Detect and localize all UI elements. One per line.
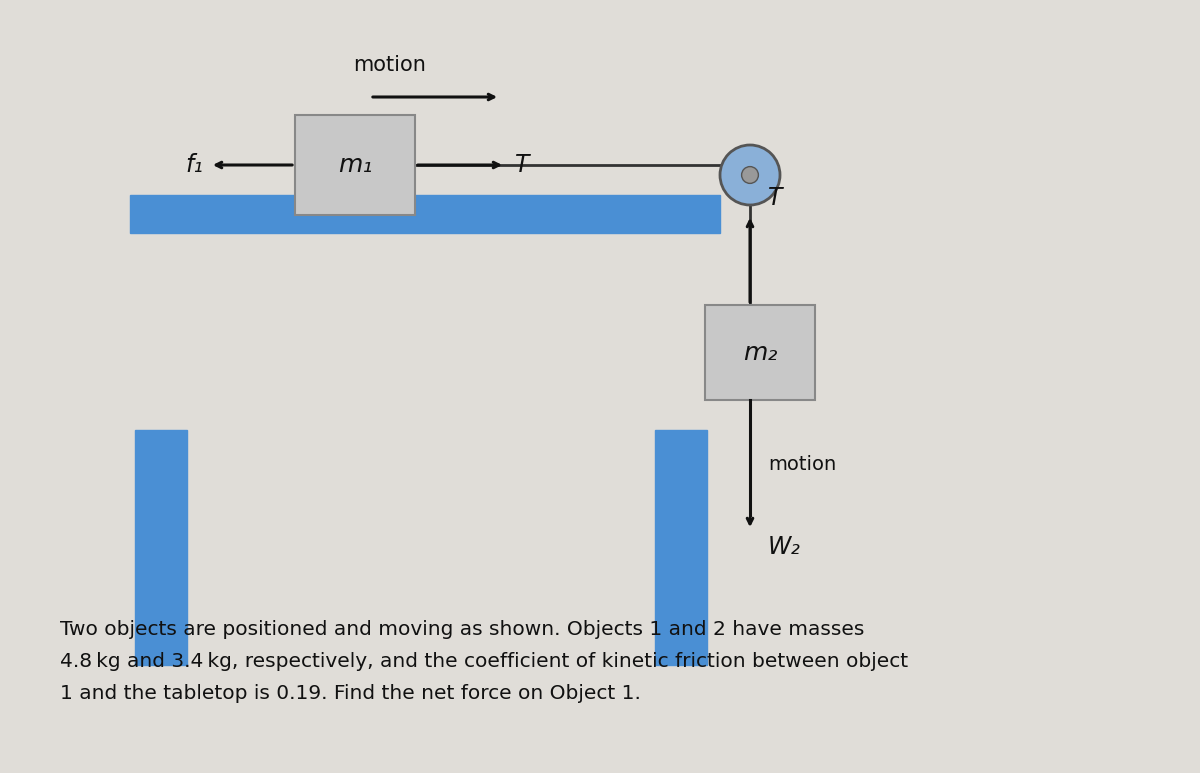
Circle shape bbox=[720, 145, 780, 205]
Text: m₂: m₂ bbox=[743, 340, 778, 365]
Text: motion: motion bbox=[354, 55, 426, 75]
Text: f₁: f₁ bbox=[185, 153, 203, 177]
Text: T: T bbox=[515, 153, 529, 177]
Bar bbox=[130, 195, 720, 233]
Text: T: T bbox=[768, 186, 782, 210]
Text: W₂: W₂ bbox=[768, 535, 800, 559]
Bar bbox=[655, 430, 707, 665]
Text: motion: motion bbox=[768, 455, 836, 475]
Text: m₁: m₁ bbox=[338, 153, 372, 177]
Bar bbox=[134, 430, 187, 665]
Bar bbox=[295, 115, 415, 215]
Text: 4.8 kg and 3.4 kg, respectively, and the coefficient of kinetic friction between: 4.8 kg and 3.4 kg, respectively, and the… bbox=[60, 652, 908, 671]
Text: Two objects are positioned and moving as shown. Objects 1 and 2 have masses: Two objects are positioned and moving as… bbox=[60, 620, 864, 639]
Circle shape bbox=[742, 167, 758, 183]
Bar bbox=[706, 305, 815, 400]
Text: 1 and the tabletop is 0.19. Find the net force on Object 1.: 1 and the tabletop is 0.19. Find the net… bbox=[60, 684, 641, 703]
